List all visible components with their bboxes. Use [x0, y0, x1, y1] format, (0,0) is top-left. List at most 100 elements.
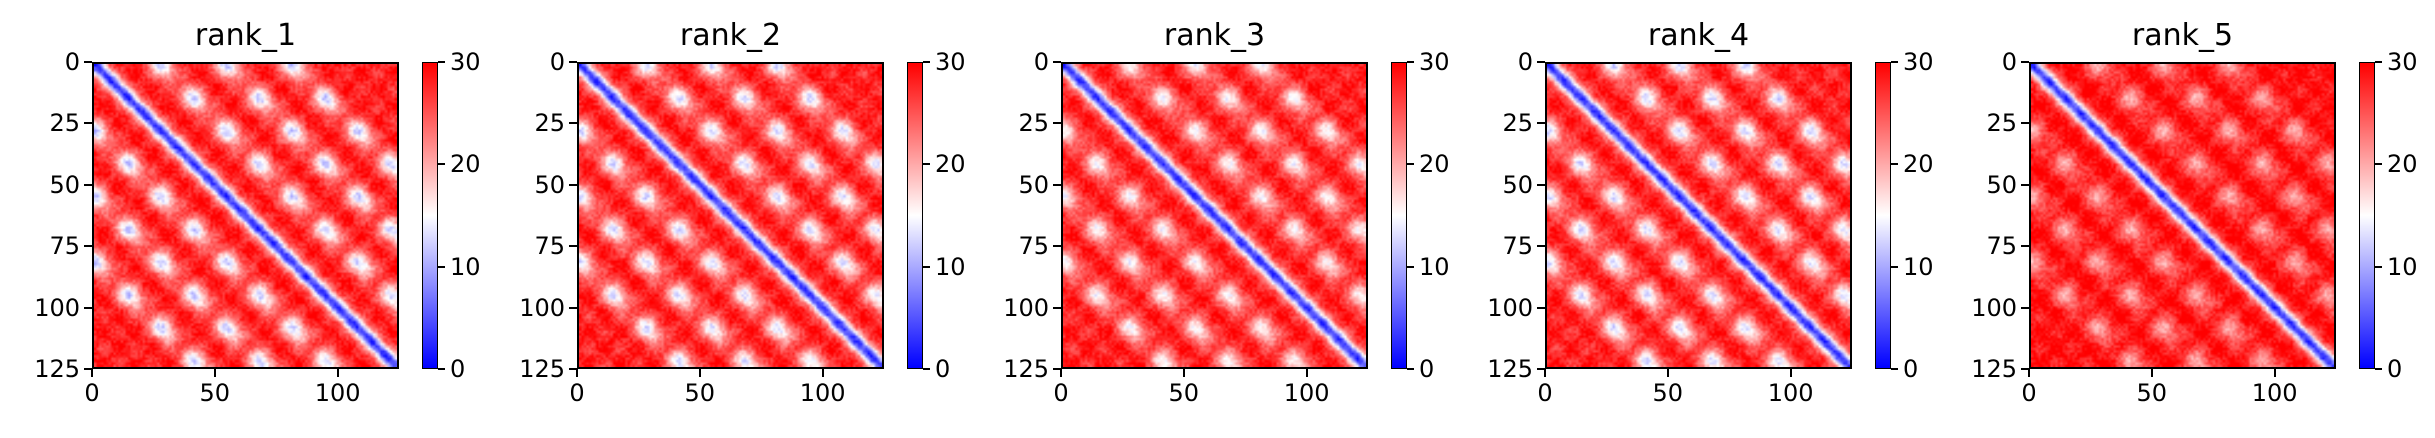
colorbar-tick-mark	[1407, 61, 1414, 63]
colorbar-tick-mark	[438, 265, 445, 268]
colorbar-tick-label: 30	[1903, 48, 1934, 76]
x-tick-mark	[698, 369, 701, 377]
colorbar-tick-mark	[2375, 163, 2382, 166]
colorbar-tick-mark	[1407, 265, 1414, 268]
x-tick-label: 0	[1053, 379, 1069, 407]
panel-title: rank_3	[1163, 18, 1266, 53]
heatmap-plot-area	[1545, 62, 1852, 369]
colorbar-tick-label: 30	[450, 48, 481, 76]
colorbar	[1875, 62, 1891, 369]
y-tick-mark	[2021, 368, 2029, 370]
y-tick-label: 0	[549, 48, 565, 76]
y-tick-label: 100	[519, 293, 565, 322]
colorbar-tick-label: 30	[2387, 48, 2418, 76]
y-tick-mark	[2021, 245, 2029, 248]
colorbar	[2359, 62, 2375, 369]
colorbar-tick-mark	[923, 163, 930, 166]
panel-title: rank_4	[1647, 18, 1750, 53]
panel-title: rank_1	[194, 18, 297, 53]
colorbar-tick-mark	[1891, 61, 1898, 63]
heatmap-plot-area	[2029, 62, 2336, 369]
colorbar-tick-label: 0	[2387, 355, 2403, 383]
y-tick-mark	[84, 183, 92, 186]
colorbar-tick-mark	[1407, 163, 1414, 166]
y-tick-mark	[1537, 306, 1545, 309]
y-tick-mark	[1053, 245, 1061, 248]
colorbar-tick-mark	[1891, 368, 1898, 370]
heatmap-plot-area	[92, 62, 399, 369]
x-tick-label: 100	[314, 379, 361, 407]
y-tick-label: 125	[1003, 355, 1049, 383]
y-tick-mark	[1537, 183, 1545, 186]
y-tick-label: 50	[1986, 170, 2017, 199]
y-tick-mark	[569, 368, 577, 370]
x-tick-label: 100	[2251, 379, 2298, 407]
y-tick-mark	[1053, 183, 1061, 186]
y-tick-mark	[2021, 306, 2029, 309]
y-tick-label: 100	[1971, 293, 2017, 322]
x-tick-mark	[1666, 369, 1669, 377]
colorbar-tick-label: 10	[935, 252, 966, 281]
colorbar-tick-label: 20	[1903, 150, 1934, 179]
y-tick-label: 75	[1018, 232, 1049, 261]
colorbar	[422, 62, 438, 369]
x-tick-label: 50	[1652, 379, 1684, 407]
y-tick-label: 50	[534, 170, 565, 199]
y-tick-label: 125	[1971, 355, 2017, 383]
x-tick-label: 50	[684, 379, 716, 407]
heatmap-cells	[579, 64, 882, 367]
y-tick-mark	[1537, 122, 1545, 125]
colorbar	[1391, 62, 1407, 369]
y-tick-mark	[1053, 306, 1061, 309]
colorbar-tick-label: 0	[935, 355, 951, 383]
colorbar-tick-mark	[923, 61, 930, 63]
y-tick-mark	[1537, 61, 1545, 63]
y-tick-mark	[569, 306, 577, 309]
x-tick-mark	[2273, 369, 2276, 377]
colorbar-tick-label: 20	[450, 150, 481, 179]
panel-title: rank_5	[2131, 18, 2234, 53]
y-tick-label: 25	[49, 109, 80, 138]
colorbar-tick-label: 20	[1419, 150, 1450, 179]
x-tick-mark	[213, 369, 216, 377]
y-tick-mark	[84, 61, 92, 63]
y-tick-label: 100	[34, 293, 80, 322]
y-tick-mark	[569, 61, 577, 63]
colorbar-tick-label: 30	[1419, 48, 1450, 76]
heatmap-cells	[1547, 64, 1850, 367]
colorbar-tick-mark	[1407, 368, 1414, 370]
x-tick-label: 100	[799, 379, 846, 407]
colorbar-tick-label: 10	[2387, 252, 2418, 281]
colorbar-tick-mark	[2375, 368, 2382, 370]
y-tick-label: 125	[1487, 355, 1533, 383]
colorbar-tick-label: 10	[1419, 252, 1450, 281]
heatmap-plot-area	[577, 62, 884, 369]
y-tick-mark	[1537, 368, 1545, 370]
x-tick-label: 0	[1537, 379, 1553, 407]
x-tick-label: 50	[199, 379, 231, 407]
x-tick-mark	[1182, 369, 1185, 377]
y-tick-label: 25	[1986, 109, 2017, 138]
colorbar-tick-label: 0	[450, 355, 466, 383]
heatmap-cells	[1063, 64, 1366, 367]
y-tick-mark	[569, 183, 577, 186]
y-tick-mark	[84, 306, 92, 309]
heatmap-plot-area	[1061, 62, 1368, 369]
y-tick-mark	[569, 245, 577, 248]
colorbar-tick-mark	[1891, 265, 1898, 268]
x-tick-label: 0	[2021, 379, 2037, 407]
y-tick-mark	[1053, 61, 1061, 63]
y-tick-label: 125	[519, 355, 565, 383]
x-tick-mark	[1060, 369, 1062, 377]
y-tick-mark	[1537, 245, 1545, 248]
y-tick-mark	[2021, 183, 2029, 186]
colorbar-tick-mark	[438, 368, 445, 370]
y-tick-label: 25	[1018, 109, 1049, 138]
heatmap-cells	[2031, 64, 2334, 367]
x-tick-label: 50	[1168, 379, 1200, 407]
y-tick-label: 75	[49, 232, 80, 261]
x-tick-mark	[2150, 369, 2153, 377]
x-tick-mark	[336, 369, 339, 377]
y-tick-mark	[84, 122, 92, 125]
colorbar-tick-mark	[923, 368, 930, 370]
